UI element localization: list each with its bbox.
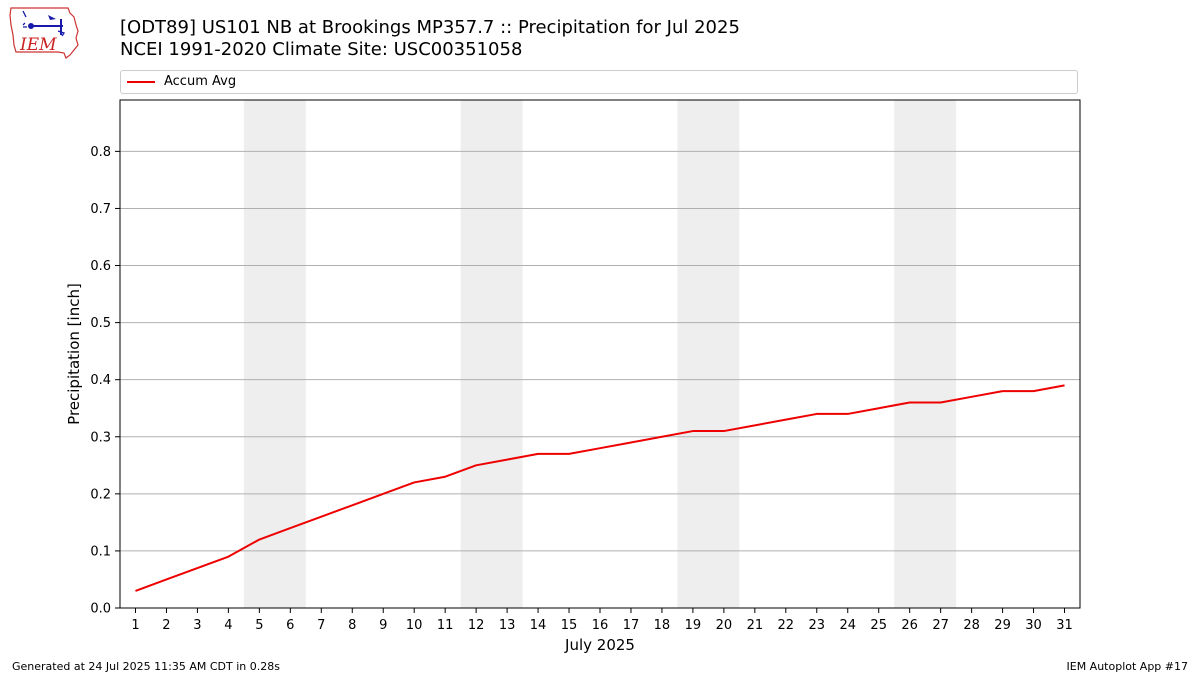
y-tick-label: 0.3 bbox=[90, 430, 111, 445]
x-tick-label: 2 bbox=[162, 618, 170, 633]
x-tick-label: 17 bbox=[623, 618, 640, 633]
series-line-0 bbox=[135, 384, 1065, 592]
x-tick-label: 3 bbox=[193, 618, 201, 633]
x-tick-label: 19 bbox=[685, 618, 702, 633]
y-axis-label: Precipitation [inch] bbox=[65, 283, 83, 425]
x-tick-label: 25 bbox=[870, 618, 887, 633]
x-tick-label: 23 bbox=[809, 618, 826, 633]
x-tick-label: 10 bbox=[406, 618, 423, 633]
x-tick-label: 28 bbox=[963, 618, 980, 633]
x-tick-label: 27 bbox=[932, 618, 949, 633]
y-tick-label: 0.7 bbox=[90, 202, 111, 217]
x-tick-label: 18 bbox=[654, 618, 671, 633]
y-tick-label: 0.0 bbox=[90, 602, 111, 617]
x-tick-label: 6 bbox=[286, 618, 294, 633]
logo-text: IEM bbox=[19, 35, 57, 55]
legend-swatch-accum-avg bbox=[127, 81, 155, 83]
x-tick-label: 16 bbox=[592, 618, 609, 633]
x-tick-label: 9 bbox=[379, 618, 387, 633]
x-tick-label: 24 bbox=[839, 618, 856, 633]
chart-subtitle: NCEI 1991-2020 Climate Site: USC00351058 bbox=[120, 39, 523, 60]
y-tick-label: 0.1 bbox=[90, 544, 111, 559]
weekend-band-3 bbox=[677, 100, 740, 608]
x-tick-label: 14 bbox=[530, 618, 547, 633]
x-tick-label: 12 bbox=[468, 618, 485, 633]
iem-logo: IEM bbox=[8, 5, 80, 59]
x-tick-label: 30 bbox=[1025, 618, 1042, 633]
weekend-band-1 bbox=[243, 100, 306, 608]
y-tick-label: 0.2 bbox=[90, 487, 111, 502]
weekend-band-4 bbox=[894, 100, 957, 608]
weekend-bands bbox=[243, 100, 957, 608]
chart-title: [ODT89] US101 NB at Brookings MP357.7 ::… bbox=[120, 17, 740, 38]
x-tick-label: 26 bbox=[901, 618, 918, 633]
x-tick-label: 29 bbox=[994, 618, 1011, 633]
x-tick-label: 31 bbox=[1056, 618, 1073, 633]
series-lines bbox=[135, 384, 1065, 592]
weekend-band-2 bbox=[460, 100, 523, 608]
footer-app-label: IEM Autoplot App #17 bbox=[1066, 660, 1189, 673]
y-tick-label: 0.5 bbox=[90, 316, 111, 331]
x-tick-label: 4 bbox=[224, 618, 232, 633]
x-tick-label: 15 bbox=[561, 618, 578, 633]
x-tick-label: 8 bbox=[348, 618, 356, 633]
x-tick-label: 22 bbox=[778, 618, 795, 633]
x-tick-label: 20 bbox=[716, 618, 733, 633]
x-tick-label: 5 bbox=[255, 618, 263, 633]
grid-lines bbox=[120, 150, 1080, 609]
y-tick-label: 0.8 bbox=[90, 145, 111, 160]
legend: Accum Avg bbox=[120, 70, 1078, 94]
x-tick-label: 7 bbox=[317, 618, 325, 633]
y-tick-label: 0.6 bbox=[90, 259, 111, 274]
x-axis-label: July 2025 bbox=[564, 636, 635, 654]
y-axis-ticks: 0.0 0.1 0.2 0.3 0.4 0.5 0.6 0.7 0.8 bbox=[90, 145, 120, 617]
x-tick-label: 21 bbox=[747, 618, 764, 633]
x-axis-ticks: 1 2 3 4 5 6 7 8 9 10 11 12 13 14 15 16 17 18 19 20 21 22 23 24 2… bbox=[131, 608, 1073, 633]
x-tick-label: 13 bbox=[499, 618, 516, 633]
x-tick-label: 1 bbox=[131, 618, 139, 633]
y-tick-label: 0.4 bbox=[90, 373, 111, 388]
iem-iowa-logo-icon: IEM bbox=[9, 7, 79, 59]
x-tick-label: 11 bbox=[437, 618, 454, 633]
footer-generated-text: Generated at 24 Jul 2025 11:35 AM CDT in… bbox=[12, 660, 280, 673]
legend-label-accum-avg: Accum Avg bbox=[164, 74, 237, 89]
